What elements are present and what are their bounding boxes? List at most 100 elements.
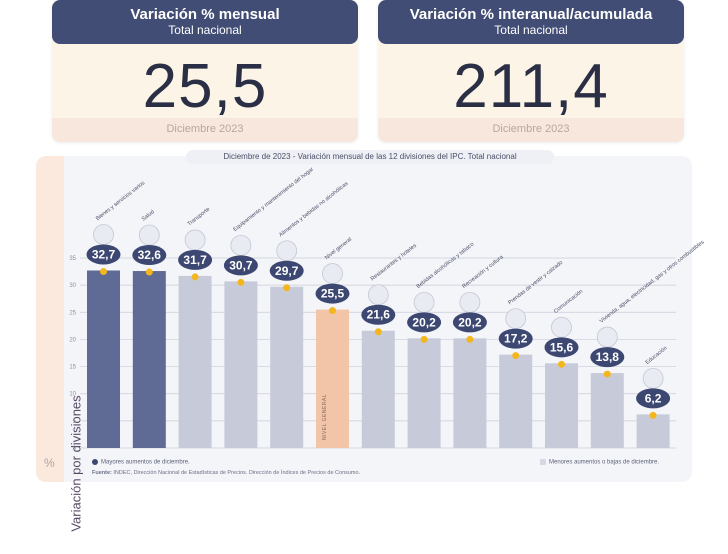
value-badge [590,347,625,368]
monthly-variation-card: Variación % mensual Total nacional 25,5 … [52,0,358,142]
category-icon [138,224,160,246]
value-badge [544,337,579,358]
value-label: 32,7 [92,247,116,261]
value-dot [420,335,428,343]
bar [316,309,349,448]
y-axis-band: Variación por divisiones [36,156,84,532]
value-badge [498,328,533,349]
bar [636,414,670,448]
category-icon [551,316,572,338]
monthly-card-header: Variación % mensual Total nacional [52,0,358,44]
category-icon [413,291,435,313]
value-dot [283,284,291,292]
legend-menores: Menores aumentos o bajas de diciembre. [540,459,659,466]
annual-card-date: Diciembre 2023 [378,118,684,142]
category-label: Equipamiento y mantenimiento del hogar [232,167,315,233]
value-label: 31,7 [183,253,207,267]
value-dot [100,267,107,275]
category-icon [642,367,664,389]
bar-chart: 0 5 10 15 20 25 30 35 32,7 Bienes y servicios var… [69,167,706,452]
monthly-card-date: Diciembre 2023 [52,118,358,142]
value-dot [329,307,336,315]
annual-card-value: 211,4 [453,52,609,121]
category-label: Prendas de vestir y calzado [507,260,564,306]
annual-variation-card: Variación % interanual/acumulada Total n… [378,0,684,142]
category-icon [322,263,343,284]
annual-card-header: Variación % interanual/acumulada Total n… [378,0,684,44]
value-badge [223,255,258,276]
category-label: Salud [141,209,156,222]
value-dot [191,273,199,281]
legend-mayores-swatch [92,459,98,465]
value-badge [132,245,167,266]
value-dot [512,352,520,360]
category-label: Educación [645,345,669,366]
y-tick-label: 0 [73,446,77,452]
bar [361,330,395,448]
legend-menores-swatch [540,459,546,465]
category-icon [93,224,114,245]
category-icon [276,240,298,262]
monthly-card-title: Variación % mensual [130,6,280,23]
value-badge [407,312,442,333]
source-label: Fuente: [92,470,112,476]
category-label: Comunicación [553,289,584,315]
value-label: 32,6 [138,248,162,262]
y-tick-label: 35 [69,256,76,262]
y-axis-unit: % [44,456,55,470]
value-badge [452,312,487,333]
bar [545,363,578,448]
monthly-card-value: 25,5 [142,52,268,121]
legend-menores-text: Menores aumentos o bajas de diciembre. [549,459,660,466]
value-badge [636,388,671,409]
category-icon [230,234,252,256]
bar [499,354,533,448]
value-label: 25,5 [321,287,345,301]
category-label: Nivel general [324,237,353,261]
category-icon [367,284,389,306]
category-icon [184,229,206,251]
value-dot [466,335,474,343]
value-badge [361,304,396,325]
category-label: Bienes y servicios varios [95,180,146,222]
annual-card-subtitle: Total nacional [494,23,568,37]
annual-card-title: Variación % interanual/acumulada [409,6,653,23]
value-dot [603,370,611,378]
bar [178,275,212,448]
value-badge [178,249,213,270]
bar [132,271,166,448]
category-icon [596,326,618,348]
value-badge [315,283,350,304]
category-icon [459,291,481,313]
y-tick-label: 20 [69,337,76,343]
y-tick-label: 15 [69,365,76,371]
bar [590,373,624,448]
value-label: 20,2 [458,315,482,329]
value-badge [269,260,304,281]
value-dot [649,411,657,419]
value-dot [558,360,565,368]
category-label: Vivienda, agua, electricidad, gas y otro… [599,239,706,324]
value-badge [86,244,121,265]
value-dot [374,328,382,336]
category-label: Transporte [187,207,212,228]
bar [270,286,304,448]
y-tick-label: 10 [69,392,76,398]
y-tick-label: 25 [69,310,76,316]
bar [407,338,441,448]
value-label: 13,8 [596,350,620,364]
chart-title: Diciembre de 2023 - Variación mensual de… [186,150,554,164]
value-label: 21,6 [367,308,391,322]
source-text: INDEC, Dirección Nacional de Estadística… [113,470,361,476]
category-label: Restaurantes y hoteles [370,243,418,283]
value-label: 6,2 [645,391,662,405]
value-dot [145,268,153,276]
y-tick-label: 5 [73,419,77,425]
general-bar-label: NIVEL GENERAL [322,394,328,440]
bar [87,270,120,448]
category-label: Recreación y cultura [461,254,505,290]
value-dot [237,278,245,286]
value-label: 20,2 [412,315,436,329]
value-label: 17,2 [504,332,528,346]
category-icon [505,308,527,330]
